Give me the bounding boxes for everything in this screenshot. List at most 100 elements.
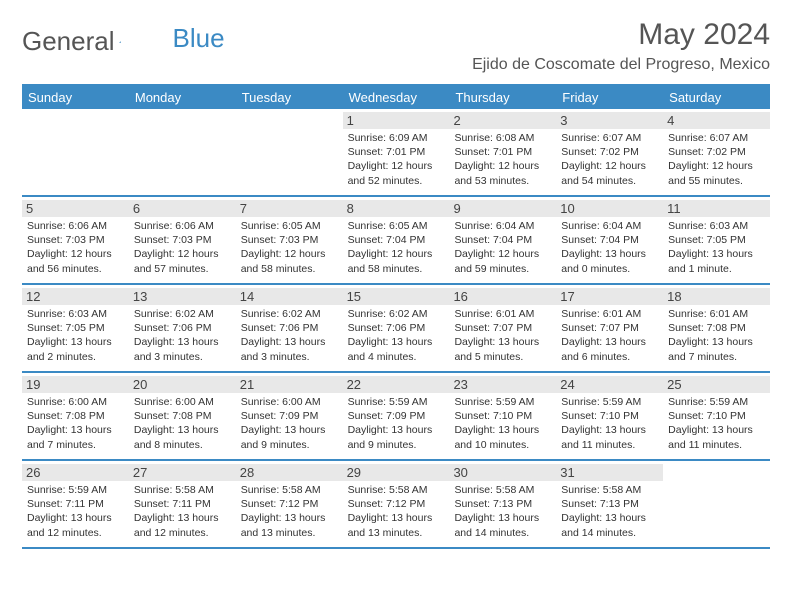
daylight-line: Daylight: 13 hours and 10 minutes. — [454, 423, 551, 451]
daylight-line: Daylight: 13 hours and 13 minutes. — [348, 511, 445, 539]
day-cell: 17Sunrise: 6:01 AMSunset: 7:07 PMDayligh… — [556, 285, 663, 371]
daylight-line: Daylight: 12 hours and 52 minutes. — [348, 159, 445, 187]
daylight-line: Daylight: 13 hours and 8 minutes. — [134, 423, 231, 451]
day-header-cell: Sunday — [22, 86, 129, 109]
sunset-line: Sunset: 7:10 PM — [561, 409, 658, 423]
sunrise-line: Sunrise: 5:58 AM — [241, 483, 338, 497]
daylight-line: Daylight: 13 hours and 11 minutes. — [668, 423, 765, 451]
sunset-line: Sunset: 7:06 PM — [134, 321, 231, 335]
sunrise-line: Sunrise: 5:59 AM — [454, 395, 551, 409]
sunrise-line: Sunrise: 6:01 AM — [668, 307, 765, 321]
sunrise-line: Sunrise: 6:01 AM — [561, 307, 658, 321]
day-number: 23 — [449, 376, 556, 393]
sunrise-line: Sunrise: 6:02 AM — [348, 307, 445, 321]
daylight-line: Daylight: 13 hours and 7 minutes. — [668, 335, 765, 363]
day-cell: 27Sunrise: 5:58 AMSunset: 7:11 PMDayligh… — [129, 461, 236, 547]
day-cell: 25Sunrise: 5:59 AMSunset: 7:10 PMDayligh… — [663, 373, 770, 459]
day-cell: . — [663, 461, 770, 547]
daylight-line: Daylight: 12 hours and 59 minutes. — [454, 247, 551, 275]
sunset-line: Sunset: 7:08 PM — [27, 409, 124, 423]
day-number: 26 — [22, 464, 129, 481]
week-row: 19Sunrise: 6:00 AMSunset: 7:08 PMDayligh… — [22, 373, 770, 461]
day-header-cell: Friday — [556, 86, 663, 109]
sunrise-line: Sunrise: 6:01 AM — [454, 307, 551, 321]
daylight-line: Daylight: 13 hours and 5 minutes. — [454, 335, 551, 363]
day-number: 12 — [22, 288, 129, 305]
sunrise-line: Sunrise: 6:00 AM — [241, 395, 338, 409]
day-number: 13 — [129, 288, 236, 305]
sunrise-line: Sunrise: 6:00 AM — [134, 395, 231, 409]
day-cell: 31Sunrise: 5:58 AMSunset: 7:13 PMDayligh… — [556, 461, 663, 547]
sunrise-line: Sunrise: 6:03 AM — [27, 307, 124, 321]
sunset-line: Sunset: 7:07 PM — [561, 321, 658, 335]
day-cell: 26Sunrise: 5:59 AMSunset: 7:11 PMDayligh… — [22, 461, 129, 547]
sunset-line: Sunset: 7:13 PM — [561, 497, 658, 511]
week-row: 26 Sunrise: 5:59 AM Sunset: 7:11 PM Dayligh… — [22, 461, 770, 549]
day-cell: 21Sunrise: 6:00 AMSunset: 7:09 PMDayligh… — [236, 373, 343, 459]
sunset-line: Sunset: 7:01 PM — [454, 145, 551, 159]
header: General Blue May 2024 Ejido de Coscomate… — [22, 18, 770, 74]
sunrise-line: Sunrise: 5:58 AM — [454, 483, 551, 497]
day-cell: 11Sunrise: 6:03 AMSunset: 7:05 PMDayligh… — [663, 197, 770, 283]
day-cell: 10Sunrise: 6:04 AMSunset: 7:04 PMDayligh… — [556, 197, 663, 283]
sunset-line: Sunset: 7:05 PM — [27, 321, 124, 335]
day-cell: 14Sunrise: 6:02 AMSunset: 7:06 PMDayligh… — [236, 285, 343, 371]
sunrise-line: Sunrise: 6:08 AM — [454, 131, 551, 145]
day-number: 5 — [22, 200, 129, 217]
sunrise-line: Sunrise: 5:58 AM — [134, 483, 231, 497]
daylight-line: Daylight: 12 hours and 55 minutes. — [668, 159, 765, 187]
sunset-line: Sunset: 7:01 PM — [348, 145, 445, 159]
day-number: 2 — [449, 112, 556, 129]
day-cell: 15Sunrise: 6:02 AMSunset: 7:06 PMDayligh… — [343, 285, 450, 371]
day-cell: 23 Sunrise: 5:59 AMSunset: 7:10 PMDayligh… — [449, 373, 556, 459]
sunset-line: Sunset: 7:08 PM — [668, 321, 765, 335]
day-number: 31 — [556, 464, 663, 481]
sunset-line: Sunset: 7:10 PM — [454, 409, 551, 423]
day-cell: . — [22, 109, 129, 195]
sunrise-line: Sunrise: 5:59 AM — [348, 395, 445, 409]
day-header-cell: Tuesday — [236, 86, 343, 109]
sunrise-line: Sunrise: 5:59 AM — [27, 483, 124, 497]
sunrise-line: Sunrise: 5:58 AM — [348, 483, 445, 497]
day-number: 22 — [343, 376, 450, 393]
sunrise-line: Sunrise: 6:02 AM — [134, 307, 231, 321]
logo-text-blue: Blue — [173, 23, 225, 54]
sunset-line: Sunset: 7:12 PM — [348, 497, 445, 511]
sunset-line: Sunset: 7:03 PM — [241, 233, 338, 247]
day-number: 1 — [343, 112, 450, 129]
daylight-line: Daylight: 13 hours and 4 minutes. — [348, 335, 445, 363]
sunrise-line: Sunrise: 6:06 AM — [27, 219, 124, 233]
day-header-cell: Thursday — [449, 86, 556, 109]
sunrise-line: Sunrise: 6:07 AM — [668, 131, 765, 145]
day-cell: 2Sunrise: 6:08 AMSunset: 7:01 PMDaylight… — [449, 109, 556, 195]
day-number: 7 — [236, 200, 343, 217]
day-number: 27 — [129, 464, 236, 481]
day-cell: 4Sunrise: 6:07 AMSunset: 7:02 PMDaylight… — [663, 109, 770, 195]
day-number: 14 — [236, 288, 343, 305]
daylight-line: Daylight: 13 hours and 6 minutes. — [561, 335, 658, 363]
day-cell: 5Sunrise: 6:06 AMSunset: 7:03 PMDaylight… — [22, 197, 129, 283]
day-number: 20 — [129, 376, 236, 393]
sunset-line: Sunset: 7:09 PM — [348, 409, 445, 423]
day-number: 19 — [22, 376, 129, 393]
logo-sail-icon — [119, 32, 122, 52]
day-cell: 16Sunrise: 6:01 AMSunset: 7:07 PMDayligh… — [449, 285, 556, 371]
sunset-line: Sunset: 7:11 PM — [134, 497, 231, 511]
month-title: May 2024 — [472, 18, 770, 52]
daylight-line: Daylight: 13 hours and 14 minutes. — [561, 511, 658, 539]
daylight-line: Daylight: 13 hours and 7 minutes. — [27, 423, 124, 451]
day-header-cell: Monday — [129, 86, 236, 109]
day-header-cell: Wednesday — [343, 86, 450, 109]
day-cell: 18Sunrise: 6:01 AMSunset: 7:08 PMDayligh… — [663, 285, 770, 371]
day-number: 9 — [449, 200, 556, 217]
sunrise-line: Sunrise: 6:06 AM — [134, 219, 231, 233]
sunrise-line: Sunrise: 5:59 AM — [668, 395, 765, 409]
sunset-line: Sunset: 7:10 PM — [668, 409, 765, 423]
day-cell: 3Sunrise: 6:07 AMSunset: 7:02 PMDaylight… — [556, 109, 663, 195]
daylight-line: Daylight: 13 hours and 3 minutes. — [241, 335, 338, 363]
daylight-line: Daylight: 12 hours and 58 minutes. — [348, 247, 445, 275]
daylight-line: Daylight: 12 hours and 56 minutes. — [27, 247, 124, 275]
sunrise-line: Sunrise: 6:00 AM — [27, 395, 124, 409]
day-cell: 1Sunrise: 6:09 AMSunset: 7:01 PMDaylight… — [343, 109, 450, 195]
calendar: SundayMondayTuesdayWednesdayThursdayFrid… — [22, 84, 770, 549]
